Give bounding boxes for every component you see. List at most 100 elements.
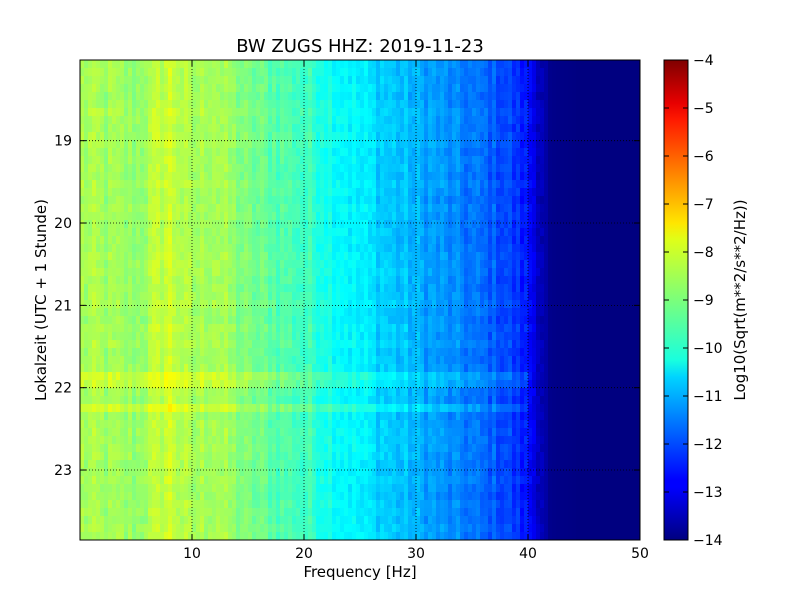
heatmap-cell (348, 220, 353, 229)
heatmap-cell (404, 156, 409, 165)
heatmap-cell (224, 332, 229, 341)
heatmap-cell (568, 172, 573, 181)
heatmap-cell (584, 244, 589, 253)
heatmap-cell (240, 108, 245, 117)
heatmap-cell (488, 68, 493, 77)
heatmap-cell (128, 260, 133, 269)
heatmap-cell (104, 260, 109, 269)
heatmap-cell (268, 108, 273, 117)
heatmap-cell (100, 196, 105, 205)
heatmap-cell (148, 220, 153, 229)
heatmap-cell (548, 324, 553, 333)
heatmap-cell (268, 212, 273, 221)
heatmap-cell (284, 300, 289, 309)
heatmap-cell (396, 100, 401, 109)
heatmap-cell (172, 252, 177, 261)
heatmap-cell (588, 308, 593, 317)
heatmap-cell (372, 92, 377, 101)
heatmap-cell (496, 244, 501, 253)
heatmap-cell (96, 340, 101, 349)
heatmap-cell (500, 164, 505, 173)
heatmap-cell (200, 340, 205, 349)
heatmap-cell (100, 60, 105, 69)
heatmap-cell (188, 68, 193, 77)
heatmap-cell (396, 76, 401, 85)
heatmap-cell (532, 68, 537, 77)
heatmap-cell (416, 188, 421, 197)
heatmap-cell (196, 220, 201, 229)
heatmap-cell (364, 332, 369, 341)
heatmap-cell (348, 276, 353, 285)
heatmap-cell (140, 188, 145, 197)
heatmap-cell (276, 284, 281, 293)
heatmap-cell (128, 236, 133, 245)
heatmap-cell (488, 196, 493, 205)
heatmap-cell (596, 164, 601, 173)
heatmap-cell (320, 236, 325, 245)
heatmap-cell (204, 260, 209, 269)
heatmap-cell (240, 276, 245, 285)
heatmap-cell (176, 228, 181, 237)
heatmap-cell (396, 340, 401, 349)
heatmap-cell (432, 108, 437, 117)
heatmap-cell (396, 172, 401, 181)
heatmap-cell (132, 212, 137, 221)
heatmap-cell (484, 268, 489, 277)
heatmap-cell (284, 156, 289, 165)
heatmap-cell (544, 332, 549, 341)
heatmap-cell (512, 164, 517, 173)
heatmap-cell (332, 340, 337, 349)
heatmap-cell (280, 220, 285, 229)
heatmap-cell (240, 292, 245, 301)
heatmap-cell (560, 92, 565, 101)
heatmap-cell (328, 284, 333, 293)
heatmap-cell (616, 308, 621, 317)
heatmap-cell (452, 316, 457, 325)
heatmap-cell (384, 260, 389, 269)
heatmap-cell (628, 244, 633, 253)
heatmap-cell (232, 164, 237, 173)
heatmap-cell (288, 108, 293, 117)
heatmap-cell (560, 300, 565, 309)
heatmap-cell (500, 220, 505, 229)
heatmap-cell (632, 108, 637, 117)
heatmap-cell (140, 100, 145, 109)
heatmap-cell (180, 308, 185, 317)
heatmap-cell (464, 212, 469, 221)
heatmap-cell (176, 324, 181, 333)
heatmap-cell (264, 140, 269, 149)
heatmap-cell (208, 92, 213, 101)
heatmap-cell (396, 124, 401, 133)
heatmap-cell (280, 308, 285, 317)
heatmap-cell (92, 116, 97, 125)
heatmap-cell (228, 108, 233, 117)
heatmap-cell (124, 340, 129, 349)
heatmap-cell (276, 324, 281, 333)
heatmap-cell (224, 236, 229, 245)
heatmap-cell (284, 260, 289, 269)
heatmap-cell (624, 316, 629, 325)
heatmap-cell (276, 76, 281, 85)
heatmap-cell (608, 132, 613, 141)
heatmap-cell (376, 140, 381, 149)
heatmap-cell (476, 92, 481, 101)
heatmap-cell (144, 340, 149, 349)
heatmap-cell (428, 116, 433, 125)
heatmap-cell (116, 148, 121, 157)
heatmap-cell (472, 188, 477, 197)
heatmap-cell (264, 332, 269, 341)
heatmap-cell (244, 140, 249, 149)
heatmap-cell (472, 284, 477, 293)
heatmap-cell (160, 268, 165, 277)
heatmap-cell (460, 236, 465, 245)
heatmap-cell (168, 284, 173, 293)
heatmap-cell (372, 308, 377, 317)
heatmap-cell (276, 164, 281, 173)
heatmap-cell (340, 180, 345, 189)
heatmap-cell (464, 276, 469, 285)
heatmap-cell (556, 196, 561, 205)
heatmap-cell (612, 108, 617, 117)
heatmap-cell (216, 300, 221, 309)
heatmap-cell (156, 68, 161, 77)
heatmap-cell (312, 284, 317, 293)
